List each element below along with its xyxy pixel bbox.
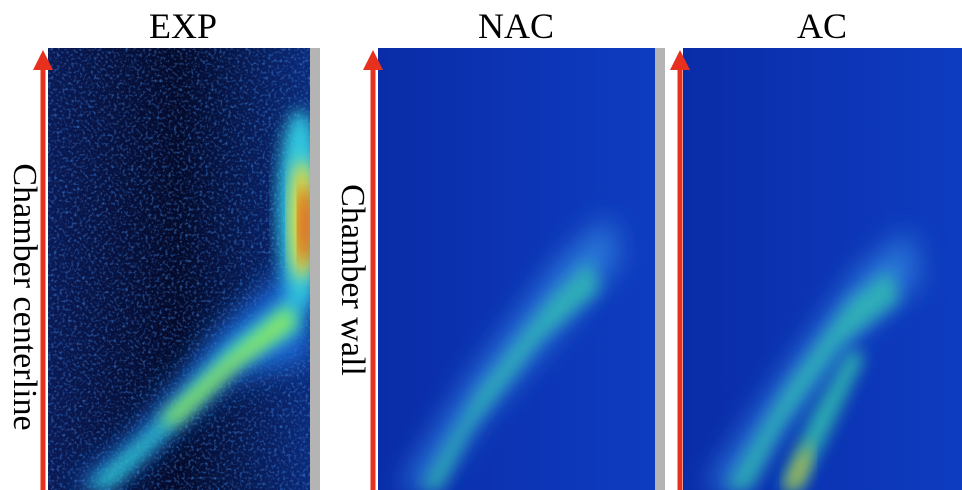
ac-image <box>683 48 962 490</box>
centerline-arrows <box>33 50 690 490</box>
wall-bar <box>655 48 665 490</box>
panel-title: EXP <box>149 6 217 46</box>
axis-label: Chamber wall <box>334 184 371 376</box>
exp-image <box>48 48 310 490</box>
panel-title: AC <box>797 6 847 46</box>
panel-title: NAC <box>478 6 554 46</box>
nac-image <box>378 48 655 490</box>
axis-label: Chamber centerline <box>6 163 43 430</box>
wall-bar <box>310 48 320 490</box>
